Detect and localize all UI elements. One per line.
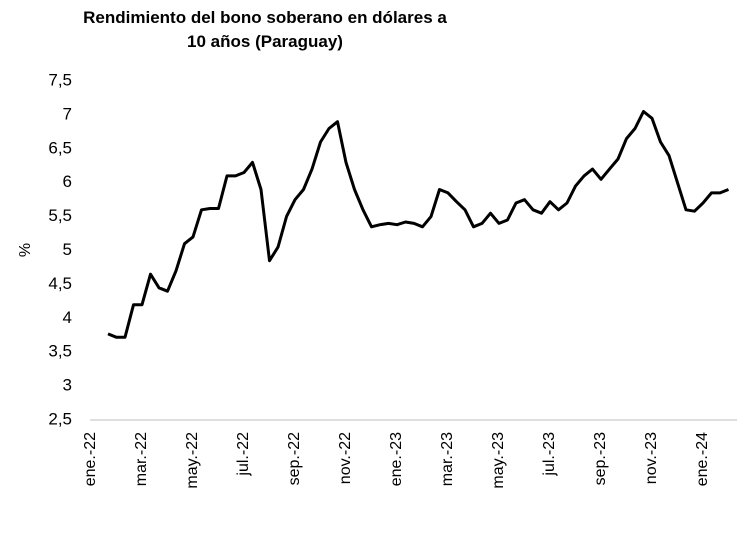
x-tick-label: mar.-23: [439, 432, 456, 486]
y-tick-label: 7,5: [48, 70, 72, 89]
x-tick-label: mar.-22: [133, 432, 150, 486]
data-line: [107, 110, 730, 339]
y-tick-label: 4: [63, 308, 72, 327]
x-tick-label: ene.-24: [694, 432, 711, 486]
y-tick-label: 2,5: [48, 409, 72, 428]
x-tick-label: nov.-22: [337, 432, 354, 484]
x-tick-label: jul.-23: [541, 432, 558, 477]
x-tick-label: sep.-22: [286, 432, 303, 485]
y-tick-label: 7: [63, 104, 72, 123]
x-tick-label: nov.-23: [643, 432, 660, 484]
y-tick-label: 3,5: [48, 342, 72, 361]
y-tick-label: 6: [63, 172, 72, 191]
y-tick-label: 5: [63, 240, 72, 259]
x-tick-label: may.-23: [490, 432, 507, 489]
chart-title: Rendimiento del bono soberano en dólares…: [83, 8, 447, 51]
y-tick-label: 6,5: [48, 138, 72, 157]
y-tick-label: 3: [63, 376, 72, 395]
x-tick-label: ene.-22: [82, 432, 99, 486]
x-tick-label: jul.-22: [235, 432, 252, 477]
y-axis-label: %: [17, 243, 34, 257]
x-tick-label: sep.-23: [592, 432, 609, 485]
x-tick-label: may.-22: [184, 432, 201, 489]
y-tick-label: 5,5: [48, 206, 72, 225]
x-tick-label: ene.-23: [388, 432, 405, 486]
y-tick-label: 4,5: [48, 274, 72, 293]
